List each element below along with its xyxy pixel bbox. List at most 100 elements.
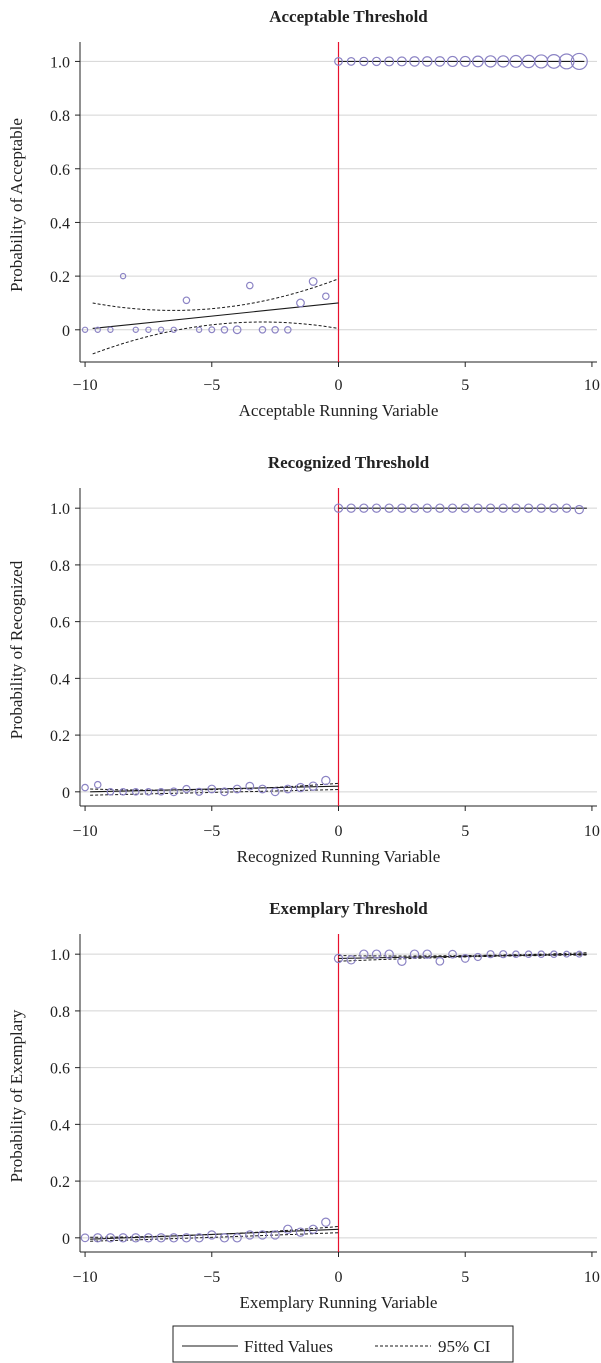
data-point — [118, 1233, 128, 1243]
data-point — [485, 503, 496, 513]
fitted-line — [338, 953, 587, 959]
data-point — [258, 325, 267, 334]
data-point — [473, 503, 483, 513]
data-point — [270, 1230, 280, 1240]
data-point — [131, 1233, 141, 1243]
data-point — [422, 503, 432, 513]
data-point — [170, 326, 177, 333]
x-tick-label: 10 — [584, 1269, 600, 1286]
data-point — [486, 950, 495, 959]
data-point — [258, 784, 267, 794]
data-point — [409, 56, 420, 67]
data-point — [321, 1217, 331, 1227]
x-tick-label: 5 — [461, 1269, 469, 1286]
y-axis-label: Probability of Exemplary — [7, 1009, 26, 1182]
data-point — [434, 56, 446, 67]
data-point — [558, 53, 575, 70]
x-tick-label: 5 — [461, 377, 469, 394]
y-tick-label: 1.0 — [50, 54, 70, 71]
data-point — [563, 950, 571, 958]
data-point — [284, 325, 292, 334]
y-tick-label: 0 — [62, 323, 70, 340]
data-point — [550, 950, 558, 958]
y-tick-label: 0 — [62, 1231, 70, 1248]
data-point — [207, 784, 217, 794]
data-point — [131, 788, 140, 796]
ci-upper-line — [338, 952, 587, 957]
x-tick-label: 10 — [584, 823, 600, 840]
data-point — [232, 1233, 242, 1243]
legend-box — [172, 1325, 514, 1363]
data-point — [132, 326, 139, 333]
data-point — [81, 326, 89, 333]
data-point — [283, 1224, 293, 1235]
data-point — [182, 296, 191, 305]
data-point — [570, 52, 588, 71]
data-point — [232, 784, 242, 794]
data-point — [145, 326, 152, 333]
data-point — [270, 787, 280, 797]
x-tick-label: 10 — [584, 377, 600, 394]
data-point — [359, 949, 369, 959]
data-point — [93, 1233, 103, 1243]
data-point — [422, 949, 432, 959]
x-tick-label: −10 — [73, 377, 98, 394]
x-tick-label: 0 — [335, 377, 343, 394]
data-point — [536, 503, 546, 513]
x-tick-label: 0 — [335, 1269, 343, 1286]
legend-fitted-label: Fitted Values — [244, 1337, 333, 1356]
x-tick-label: −5 — [203, 1269, 220, 1286]
y-tick-label: 0.4 — [50, 1117, 70, 1134]
data-point — [334, 57, 343, 66]
legend: Fitted Values 95% CI — [172, 1325, 514, 1363]
fitted-line — [92, 302, 339, 330]
data-point — [484, 55, 497, 68]
data-point — [371, 949, 382, 959]
x-tick-label: 0 — [335, 823, 343, 840]
data-point — [157, 326, 165, 333]
data-point — [295, 1227, 306, 1237]
data-point — [308, 1224, 318, 1235]
y-tick-label: 0.8 — [50, 1004, 70, 1021]
x-tick-label: −5 — [203, 377, 220, 394]
data-point — [80, 1233, 90, 1243]
data-point — [93, 780, 102, 789]
y-tick-label: 1.0 — [50, 947, 70, 964]
data-point — [119, 272, 127, 280]
data-point — [207, 1230, 217, 1240]
data-point — [105, 1233, 116, 1243]
x-tick-label: 5 — [461, 823, 469, 840]
data-point — [245, 1230, 255, 1240]
data-point — [157, 788, 165, 796]
data-point — [498, 503, 508, 513]
data-point — [220, 325, 229, 334]
data-point — [397, 956, 407, 966]
data-point — [447, 503, 458, 513]
data-point — [446, 55, 459, 68]
data-point — [81, 783, 89, 792]
data-point — [371, 56, 382, 67]
data-point — [119, 788, 127, 796]
y-axis-label: Probability of Acceptable — [7, 118, 26, 292]
data-point — [397, 503, 407, 513]
data-point — [245, 781, 255, 791]
chart-panel-3: Exemplary Threshold 0 0.2 0.4 0.6 0.8 1.0 −10 −5… — [7, 899, 600, 1312]
data-point — [396, 56, 407, 67]
data-point — [220, 787, 229, 797]
data-point — [94, 326, 101, 333]
data-point — [473, 952, 482, 962]
ci-lower-line — [338, 954, 587, 962]
data-point — [346, 955, 356, 965]
data-point — [308, 781, 318, 791]
ci-upper-line — [90, 1225, 339, 1238]
data-point — [561, 503, 572, 513]
data-point — [537, 950, 546, 958]
chart-title: Recognized Threshold — [268, 453, 430, 472]
data-point — [271, 325, 279, 334]
data-point — [359, 503, 369, 513]
data-point — [143, 1233, 154, 1243]
data-point — [435, 503, 445, 513]
data-point — [333, 503, 344, 513]
y-tick-label: 0.2 — [50, 728, 70, 745]
data-point — [524, 950, 533, 958]
